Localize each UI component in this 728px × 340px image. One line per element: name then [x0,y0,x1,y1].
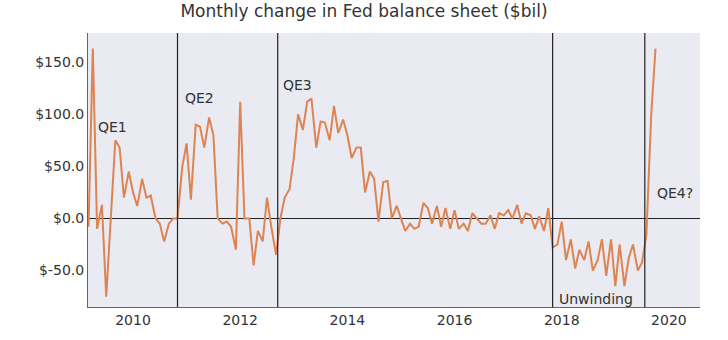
svg-text:$150.0: $150.0 [35,54,84,70]
svg-text:2012: 2012 [222,312,258,328]
svg-text:2018: 2018 [544,312,580,328]
svg-text:2010: 2010 [115,312,151,328]
svg-text:2016: 2016 [437,312,473,328]
svg-text:$50.0: $50.0 [44,158,84,174]
svg-text:2020: 2020 [651,312,687,328]
svg-text:2014: 2014 [330,312,366,328]
svg-text:Monthly change in Fed balance: Monthly change in Fed balance sheet ($bi… [180,1,547,21]
svg-text:QE3: QE3 [283,77,312,93]
svg-text:$0.0: $0.0 [53,210,84,226]
svg-text:$-50.0: $-50.0 [39,262,84,278]
svg-text:QE4?: QE4? [657,185,693,201]
svg-text:Unwinding: Unwinding [559,291,633,307]
svg-text:$100.0: $100.0 [35,106,84,122]
svg-text:QE2: QE2 [185,90,214,106]
svg-text:QE1: QE1 [98,119,127,135]
